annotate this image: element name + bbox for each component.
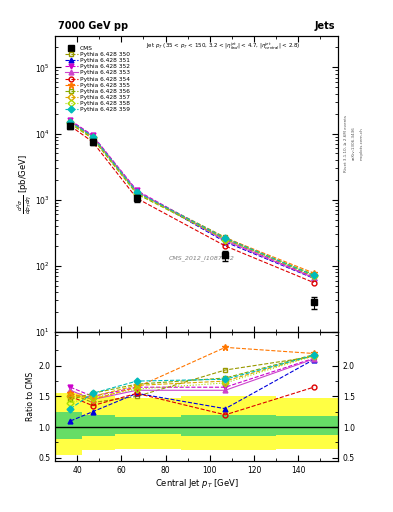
Text: Rivet 3.1.10, ≥ 2.6M events: Rivet 3.1.10, ≥ 2.6M events xyxy=(344,115,348,172)
Y-axis label: $\frac{d^2\sigma}{dp_T d\eta}$ [pb/GeV]: $\frac{d^2\sigma}{dp_T d\eta}$ [pb/GeV] xyxy=(16,154,34,214)
Text: 7000 GeV pp: 7000 GeV pp xyxy=(58,22,128,31)
Text: mcplots.cern.ch: mcplots.cern.ch xyxy=(360,127,364,160)
Text: CMS_2012_I1087342: CMS_2012_I1087342 xyxy=(169,255,235,261)
Y-axis label: Ratio to CMS: Ratio to CMS xyxy=(26,372,35,421)
Legend: CMS, Pythia 6.428 350, Pythia 6.428 351, Pythia 6.428 352, Pythia 6.428 353, Pyt: CMS, Pythia 6.428 350, Pythia 6.428 351,… xyxy=(64,45,131,114)
X-axis label: Central Jet $p_T$ [GeV]: Central Jet $p_T$ [GeV] xyxy=(154,477,239,490)
Text: arXiv:1306.3436: arXiv:1306.3436 xyxy=(352,126,356,160)
Text: Jet $p_T$ (35 < $p_T$ < 150, 3.2 < $|\eta^{jet}_{fwd}|$ < 4.7, $|\eta^{jet}_{cen: Jet $p_T$ (35 < $p_T$ < 150, 3.2 < $|\et… xyxy=(145,40,300,51)
Text: Jets: Jets xyxy=(315,22,335,31)
